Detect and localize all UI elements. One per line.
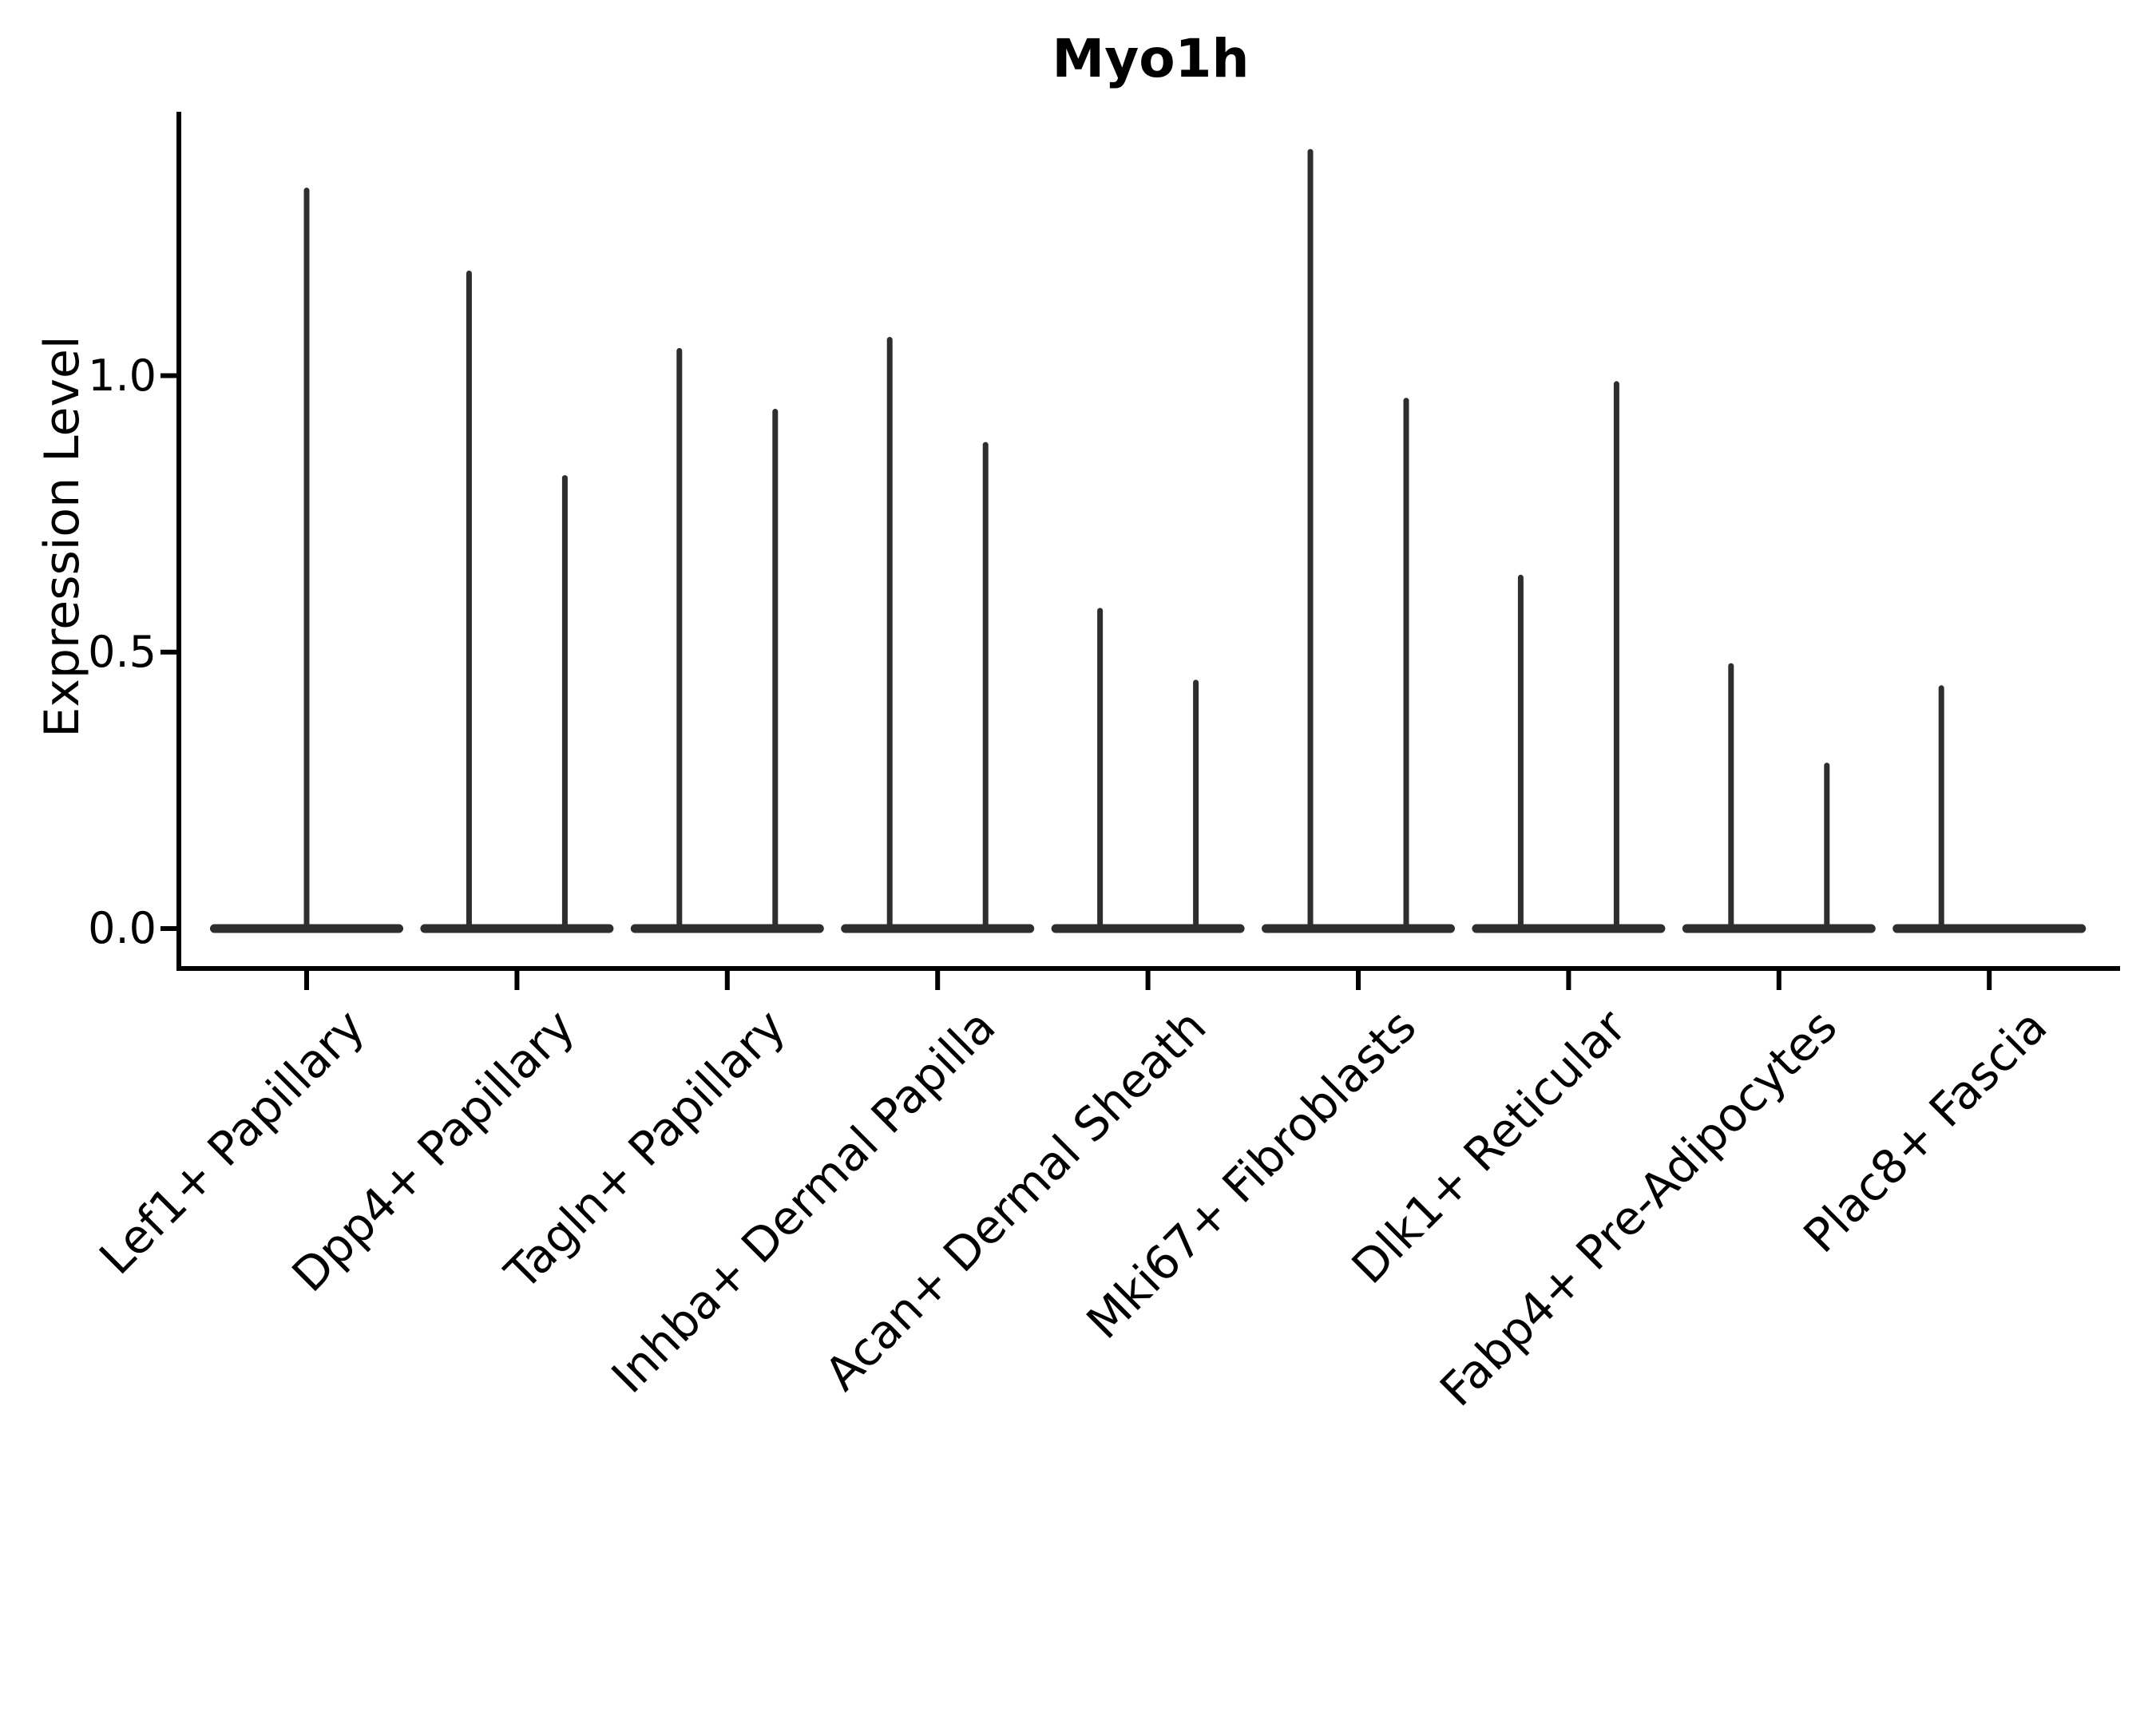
plot-canvas [161,112,2120,990]
left-spine [176,112,181,971]
violin-spike [886,337,893,933]
violin-spike [1824,762,1830,933]
violin-spike [982,442,989,933]
violin-base [630,924,824,933]
violin-spike [772,409,779,933]
violin-spike [303,188,310,933]
violin-spike [676,347,683,933]
violin-spike [1097,608,1104,933]
x-tick-mark [1356,971,1361,990]
violin-spike [1613,381,1619,933]
x-tick-mark [1566,971,1571,990]
violin-base [1892,924,2087,933]
y-tick-mark [161,373,176,378]
y-tick-label: 0.5 [88,626,157,677]
violin-base [841,924,1035,933]
violin-base [1262,924,1455,933]
chart-title: Myo1h [1052,28,1250,89]
x-tick-mark [514,971,520,990]
violin-base [1051,924,1245,933]
y-tick-label: 0.0 [88,903,157,953]
violin-spike [1307,149,1314,933]
violin-base [1472,924,1666,933]
x-tick-mark [1987,971,1992,990]
x-tick-mark [1145,971,1151,990]
y-tick-label: 1.0 [88,350,157,401]
x-tick-mark [304,971,309,990]
violin-spike [1728,663,1734,933]
violin-spike [1193,679,1199,933]
violin-spike [1403,398,1409,933]
violin-spike [1517,574,1524,933]
violin-spike [466,270,472,933]
violin-spike [561,475,568,933]
bottom-spine [176,966,2120,971]
violin-base [420,924,614,933]
y-tick-mark [161,926,176,931]
violin-base [1682,924,1876,933]
y-tick-mark [161,649,176,655]
violin-spike [1938,685,1944,933]
x-tick-mark [935,971,941,990]
x-tick-mark [724,971,730,990]
x-tick-mark [1776,971,1781,990]
violin-plot-figure: Myo1h Expression Level 0.0 0.5 1.0 Lef1+ P… [34,28,2120,1416]
